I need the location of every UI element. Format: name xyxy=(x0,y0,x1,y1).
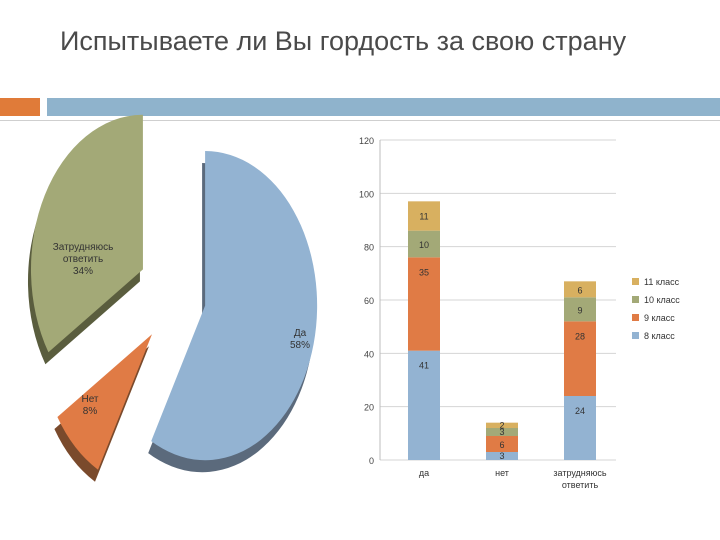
bar-segment-0-1 xyxy=(408,257,440,351)
pie-label-1-line-1: 8% xyxy=(83,406,98,417)
bar-segment-1-1 xyxy=(486,436,518,452)
pie-label-0-line-0: Да xyxy=(294,328,307,339)
bar-segment-1-3 xyxy=(486,422,518,428)
y-tick-label-40: 40 xyxy=(364,349,374,359)
legend-label-0: 11 класс xyxy=(644,277,680,287)
y-tick-label-120: 120 xyxy=(359,136,374,146)
bar-value-label-1-3: 2 xyxy=(499,420,504,430)
bar-value-label-0-1: 35 xyxy=(419,267,429,277)
y-tick-label-0: 0 xyxy=(369,456,374,466)
bar-segment-0-0 xyxy=(408,350,440,460)
legend-swatch-1 xyxy=(632,296,639,303)
pie-slice-2 xyxy=(30,114,143,353)
bar-value-label-2-1: 28 xyxy=(575,331,585,341)
legend-swatch-2 xyxy=(632,314,639,321)
pie-label-2-line-0: Затрудняюсь xyxy=(53,242,114,253)
bar-segment-2-1 xyxy=(564,321,596,396)
pie-label-2-line-1: ответить xyxy=(63,254,103,265)
page-title: Испытываете ли Вы гордость за свою стран… xyxy=(60,26,627,56)
bar-value-label-1-2: 3 xyxy=(499,427,504,437)
title-divider xyxy=(0,120,720,121)
title-accent-orange xyxy=(0,98,40,116)
bar-segment-2-0 xyxy=(564,396,596,460)
y-tick-label-60: 60 xyxy=(364,296,374,306)
legend-swatch-0 xyxy=(632,278,639,285)
bar-value-label-1-0: 3 xyxy=(499,451,504,461)
bar-value-label-1-1: 6 xyxy=(499,440,504,450)
x-tick-label-2-0: затрудняюсь xyxy=(553,468,607,478)
bar-segment-2-3 xyxy=(564,281,596,298)
bar-segment-1-2 xyxy=(486,428,518,436)
bar-segment-2-2 xyxy=(564,297,596,322)
legend-label-2: 9 класс xyxy=(644,313,675,323)
bar-segment-1-0 xyxy=(486,452,518,460)
bar-value-label-0-3: 11 xyxy=(419,211,428,221)
bar-value-label-2-0: 24 xyxy=(575,406,585,416)
bar-value-label-2-3: 6 xyxy=(577,285,582,295)
bar-value-label-2-2: 9 xyxy=(577,305,582,315)
y-tick-label-20: 20 xyxy=(364,403,374,413)
bar-segment-0-3 xyxy=(408,201,440,231)
pie-slice-1 xyxy=(57,334,152,470)
bar-chart: 02040608010012041351011да3632нет242896за… xyxy=(359,136,680,490)
title-accent-blue xyxy=(47,98,720,116)
legend-swatch-3 xyxy=(632,332,639,339)
y-tick-label-80: 80 xyxy=(364,243,374,253)
pie-slice-0 xyxy=(151,151,318,461)
x-tick-label-0-0: да xyxy=(419,468,429,478)
bar-value-label-0-0: 41 xyxy=(419,361,429,371)
legend-label-3: 8 класс xyxy=(644,331,675,341)
bar-value-label-0-2: 10 xyxy=(419,240,429,250)
x-tick-label-1-0: нет xyxy=(495,468,509,478)
x-tick-label-2-1: ответить xyxy=(562,480,599,490)
y-tick-label-100: 100 xyxy=(359,189,374,199)
bar-segment-0-2 xyxy=(408,230,440,258)
pie-label-1-line-0: Нет xyxy=(81,394,98,405)
pie-label-2-line-2: 34% xyxy=(73,266,93,277)
legend-label-1: 10 класс xyxy=(644,295,680,305)
pie-chart xyxy=(27,114,318,482)
pie-label-0-line-1: 58% xyxy=(290,340,310,351)
